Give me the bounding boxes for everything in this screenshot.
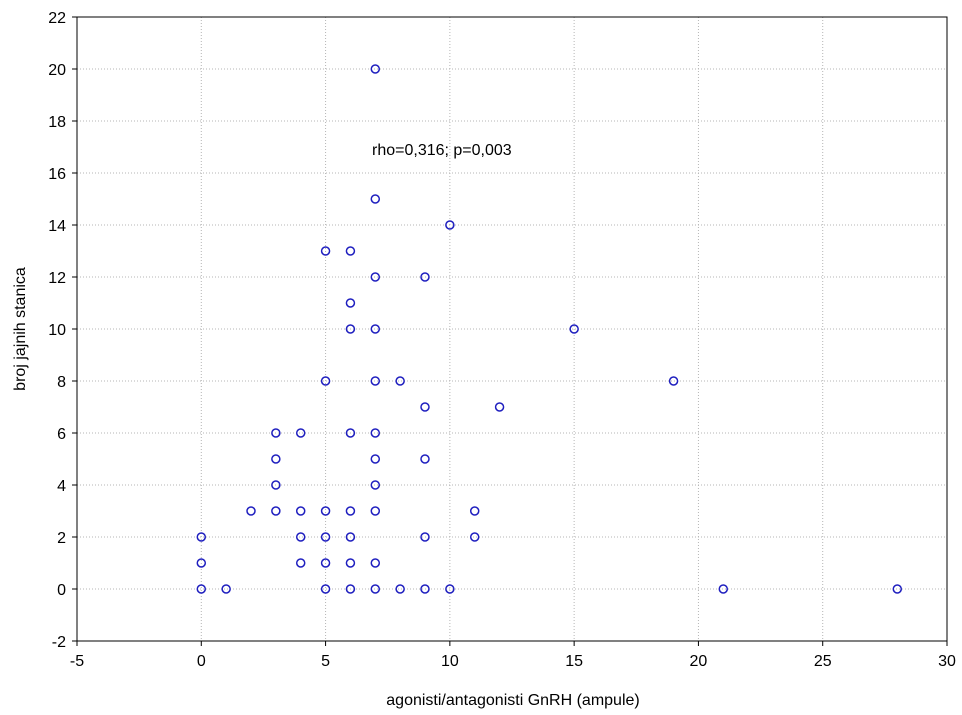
x-tick-label: 15 <box>565 653 583 670</box>
y-axis-title: broj jajnih stanica <box>12 267 29 391</box>
data-point <box>469 532 480 542</box>
data-points <box>196 64 903 594</box>
y-tick-label: 2 <box>57 530 66 547</box>
data-point <box>345 298 356 308</box>
data-point <box>370 506 381 516</box>
data-point <box>370 428 381 438</box>
y-tick-label: 22 <box>48 10 66 27</box>
y-tick-label: -2 <box>52 634 66 651</box>
data-point <box>420 532 430 542</box>
x-tick-label: 10 <box>441 653 459 670</box>
data-point <box>370 454 381 464</box>
x-tick-label: 25 <box>814 653 832 670</box>
data-point <box>668 376 679 386</box>
data-point <box>370 272 381 282</box>
data-point <box>345 506 356 516</box>
data-point <box>345 246 356 256</box>
data-point <box>295 532 306 542</box>
grid-lines <box>77 17 947 641</box>
data-point <box>370 376 381 386</box>
data-point <box>370 64 381 74</box>
data-point <box>718 584 729 594</box>
data-point <box>271 480 281 490</box>
y-tick-label: 8 <box>57 374 66 391</box>
data-point <box>320 584 331 594</box>
data-point <box>320 246 331 256</box>
data-point <box>370 480 381 490</box>
axes <box>72 16 948 646</box>
data-point <box>370 194 381 204</box>
data-point <box>271 506 281 516</box>
x-tick-label: 5 <box>321 653 330 670</box>
data-point <box>196 584 207 594</box>
data-point <box>320 558 331 568</box>
x-axis-title: agonisti/antagonisti GnRH (ampule) <box>386 692 639 709</box>
y-tick-label: 10 <box>48 322 66 339</box>
y-tick-label: 6 <box>57 426 66 443</box>
data-point <box>320 376 331 386</box>
y-tick-label: 4 <box>57 478 66 495</box>
data-point <box>445 584 455 594</box>
data-point <box>569 324 579 334</box>
data-point <box>345 324 356 334</box>
y-tick-label: 0 <box>57 582 66 599</box>
correlation-annotation: rho=0,316; p=0,003 <box>372 142 512 159</box>
x-tick-label: 20 <box>690 653 708 670</box>
x-tick-label: 0 <box>197 653 206 670</box>
data-point <box>420 454 430 464</box>
data-point <box>345 584 356 594</box>
tick-labels: -5 0 5 10 15 20 25 30 -2 0 2 4 6 8 10 12 14 16 18 20 22 <box>48 10 956 670</box>
data-point <box>295 558 306 568</box>
data-point <box>420 402 430 412</box>
data-point <box>370 558 381 568</box>
data-point <box>295 506 306 516</box>
data-point <box>246 506 256 516</box>
y-tick-label: 18 <box>48 114 66 131</box>
data-point <box>420 584 430 594</box>
data-point <box>420 272 430 282</box>
data-point <box>345 558 356 568</box>
data-point <box>221 584 231 594</box>
data-point <box>395 376 405 386</box>
data-point <box>892 584 903 594</box>
data-point <box>345 532 356 542</box>
x-tick-label: 30 <box>938 653 956 670</box>
x-tick-label: -5 <box>70 653 84 670</box>
data-point <box>395 584 405 594</box>
data-point <box>469 506 480 516</box>
data-point <box>345 428 356 438</box>
data-point <box>271 428 281 438</box>
data-point <box>320 532 331 542</box>
data-point <box>494 402 505 412</box>
data-point <box>196 532 207 542</box>
data-point <box>445 220 455 230</box>
y-tick-label: 12 <box>48 270 66 287</box>
data-point <box>370 584 381 594</box>
data-point <box>196 558 207 568</box>
data-point <box>320 506 331 516</box>
y-tick-label: 16 <box>48 166 66 183</box>
data-point <box>295 428 306 438</box>
data-point <box>370 324 381 334</box>
data-point <box>271 454 281 464</box>
y-tick-label: 20 <box>48 62 66 79</box>
y-tick-label: 14 <box>48 218 66 235</box>
